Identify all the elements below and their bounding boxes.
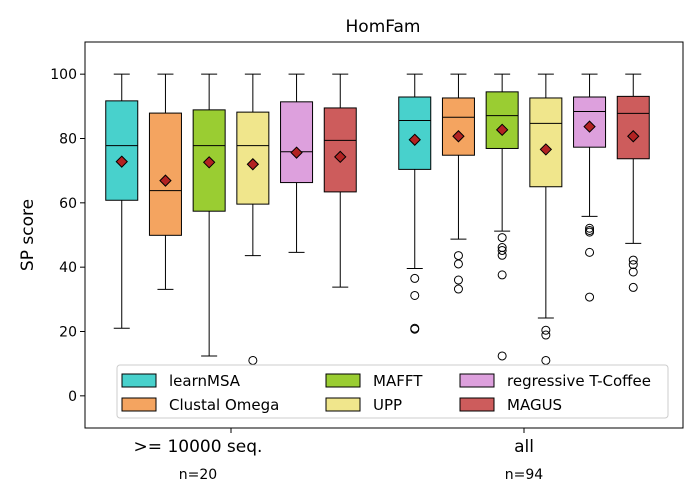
mean-marker <box>627 130 640 143</box>
y-axis-ticks: 0 20 40 60 80 100 <box>50 67 85 405</box>
outlier-point <box>410 273 420 283</box>
x-group-label: >= 10000 seq. <box>134 437 263 457</box>
box-upp <box>236 73 270 365</box>
outlier-point <box>628 260 638 270</box>
box-magus <box>323 73 357 288</box>
y-tick-label: 20 <box>59 325 77 341</box>
box-regressive-t-coffee <box>280 73 314 253</box>
outlier-point <box>541 325 551 335</box>
legend-label: regressive T-Coffee <box>507 372 651 390</box>
legend-label: learnMSA <box>169 372 241 390</box>
outlier-point <box>585 292 595 302</box>
mean-marker <box>202 156 216 169</box>
y-tick-label: 80 <box>59 132 77 148</box>
legend-swatch <box>121 397 157 412</box>
legend-swatch <box>459 373 495 388</box>
legend-swatch <box>121 373 157 388</box>
legend-swatch <box>325 373 361 388</box>
outlier-point <box>453 284 463 294</box>
interquartile-box <box>105 100 139 201</box>
mean-marker <box>495 123 509 137</box>
interquartile-box <box>529 97 563 188</box>
interquartile-box <box>323 107 357 193</box>
outlier-point <box>497 270 507 280</box>
box-clustal-omega <box>148 73 182 290</box>
interquartile-box <box>485 91 519 149</box>
legend-label: Clustal Omega <box>169 396 279 414</box>
mean-marker <box>159 174 172 187</box>
legend-item: MAFFT <box>325 372 423 390</box>
mean-marker <box>452 130 465 143</box>
mean-marker <box>334 150 347 164</box>
outlier-point <box>541 355 551 365</box>
chart-title: HomFam <box>346 17 421 37</box>
interquartile-box <box>441 97 475 156</box>
legend-label: MAGUS <box>507 396 562 414</box>
box-regressive-t-coffee <box>573 73 607 302</box>
outlier-point <box>585 223 595 233</box>
y-axis-label: SP score <box>18 199 38 271</box>
box-magus <box>616 73 650 292</box>
box-clustal-omega <box>441 73 475 294</box>
mean-marker <box>408 133 421 146</box>
legend: learnMSA Clustal Omega MAFFT UPP regressive … <box>116 364 669 419</box>
legend-item: MAGUS <box>459 396 562 414</box>
interquartile-box <box>280 101 314 184</box>
y-tick-label: 40 <box>59 260 77 276</box>
outlier-point <box>541 330 551 340</box>
outlier-point <box>497 250 507 260</box>
y-tick-label: 60 <box>59 196 77 212</box>
box-mafft <box>192 73 226 357</box>
outlier-point <box>410 324 420 334</box>
outlier-point <box>628 282 638 292</box>
interquartile-box <box>616 95 650 160</box>
outlier-point <box>497 233 507 243</box>
y-tick-label: 0 <box>68 389 77 405</box>
box-learnmsa <box>398 73 432 334</box>
x-group-count: n=20 <box>179 467 217 483</box>
outlier-point <box>453 251 463 261</box>
box-learnmsa <box>105 73 139 329</box>
plot-area-frame <box>84 41 684 429</box>
outlier-point <box>248 355 258 365</box>
box-mafft <box>485 73 519 361</box>
box-upp <box>529 73 563 365</box>
legend-frame <box>116 364 669 419</box>
x-axis-labels: >= 10000 seq. n=20 all n=94 <box>134 428 544 483</box>
legend-label: MAFFT <box>373 372 423 390</box>
legend-item: UPP <box>325 396 402 414</box>
x-group-label: all <box>514 437 534 457</box>
outlier-point <box>497 351 507 361</box>
x-group-count: n=94 <box>505 467 544 483</box>
interquartile-box <box>148 112 182 236</box>
outlier-point <box>453 275 463 285</box>
legend-swatch <box>325 397 361 412</box>
mean-marker <box>246 158 260 171</box>
box-series-group <box>105 73 650 365</box>
mean-marker <box>583 120 596 133</box>
outlier-point <box>497 245 507 255</box>
outlier-point <box>453 259 463 269</box>
y-tick-label: 100 <box>50 67 77 83</box>
outlier-point <box>585 247 595 257</box>
outlier-point <box>585 227 595 237</box>
legend-swatch <box>459 397 495 412</box>
outlier-point <box>410 290 420 300</box>
outlier-point <box>628 267 638 277</box>
mean-marker <box>115 155 128 168</box>
legend-item: learnMSA <box>121 372 241 390</box>
interquartile-box <box>398 96 432 170</box>
mean-marker <box>290 146 303 159</box>
outlier-point <box>628 255 638 265</box>
mean-marker <box>539 143 553 156</box>
legend-label: UPP <box>373 396 402 414</box>
legend-item: regressive T-Coffee <box>459 372 651 390</box>
legend-item: Clustal Omega <box>121 396 279 414</box>
